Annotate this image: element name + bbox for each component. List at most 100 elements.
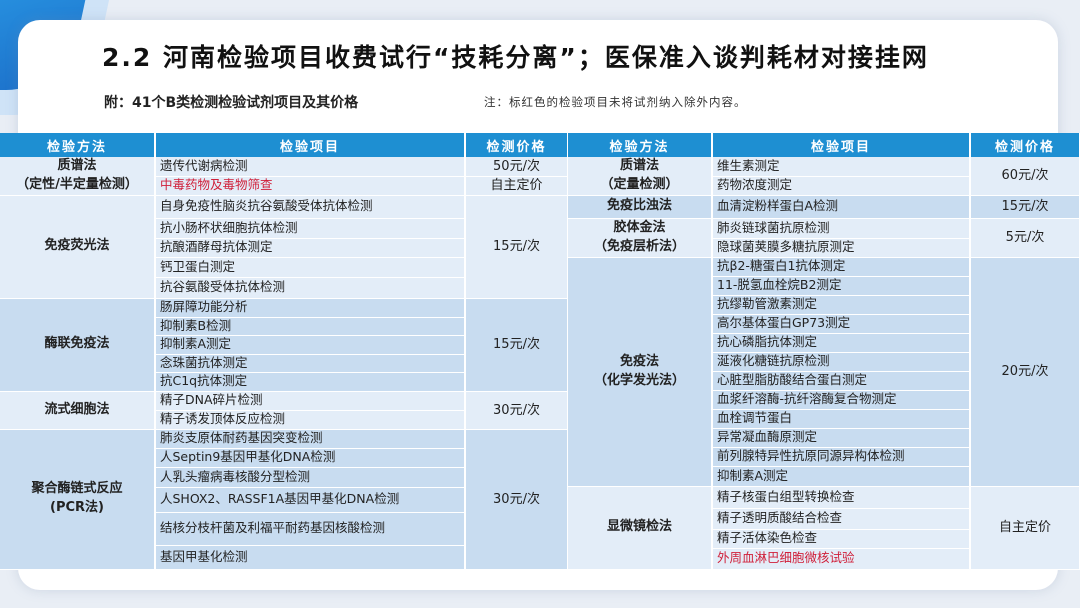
item-cell: 中毒药物及毒物筛查 <box>155 176 466 196</box>
table-row: 抗心磷脂抗体测定 <box>568 333 1080 353</box>
table-row: 抗谷氨酸受体抗体检测 <box>0 277 568 299</box>
subtitle: 附：41个B类检测检验试剂项目及其价格 <box>104 95 359 111</box>
item-cell: 药物浓度测定 <box>712 176 971 196</box>
item-cell: 人SHOX2、RASSF1A基因甲基化DNA检测 <box>155 487 466 513</box>
item-cell: 血清淀粉样蛋白A检测 <box>712 195 971 219</box>
table-row: 药物浓度测定 <box>568 176 1080 196</box>
price-cell: 5元/次 <box>970 218 1080 258</box>
table-row: 聚合酶链式反应 (PCR法) 肺炎支原体耐药基因突变检测 30元/次 <box>0 429 569 570</box>
price-cell: 30元/次 <box>465 429 569 570</box>
price-cell: 自主定价 <box>970 486 1080 570</box>
item-cell: 抑制素B检测 <box>155 317 466 336</box>
price-cell: 15元/次 <box>465 298 569 392</box>
table-row: 质谱法 （定量检测） 维生素测定 60元/次 <box>568 157 1080 196</box>
item-cell: 精子活体染色检查 <box>712 529 971 549</box>
table-row: 前列腺特异性抗原同源异构体检测 <box>568 447 1080 467</box>
item-cell: 遗传代谢病检测 <box>155 157 466 177</box>
table-row: 人SHOX2、RASSF1A基因甲基化DNA检测 <box>0 487 568 513</box>
item-cell: 抗缪勒管激素测定 <box>712 295 971 315</box>
item-cell: 结核分枝杆菌及利福平耐药基因核酸检测 <box>155 512 466 546</box>
header-method: 检验方法 <box>568 133 713 157</box>
table-row: 基因甲基化检测 <box>0 545 568 570</box>
price-cell: 30元/次 <box>465 391 569 430</box>
table-row: 涎液化糖链抗原检测 <box>568 352 1080 372</box>
item-cell: 自身免疫性脑炎抗谷氨酸受体抗体检测 <box>155 195 466 219</box>
method-cell: 免疫法 （化学发光法） <box>568 257 713 487</box>
table-row: 人乳头瘤病毒核酸分型检测 <box>0 467 568 488</box>
item-cell: 人Septin9基因甲基化DNA检测 <box>155 448 466 468</box>
table-row: 抗C1q抗体测定 <box>0 372 568 392</box>
item-cell: 抗β2-糖蛋白1抗体测定 <box>712 257 971 277</box>
item-cell: 肺炎链球菌抗原检测 <box>712 218 971 239</box>
item-cell: 精子核蛋白组型转换检查 <box>712 486 971 509</box>
table-row: 抑制素B检测 <box>0 317 568 336</box>
method-cell: 流式细胞法 <box>0 391 156 430</box>
item-cell: 基因甲基化检测 <box>155 545 466 570</box>
item-cell: 11-脱氢血栓烷B2测定 <box>712 276 971 296</box>
method-cell: 显微镜检法 <box>568 486 713 570</box>
table-row: 精子诱发顶体反应检测 <box>0 410 568 430</box>
price-table-right: 检验方法 检验项目 检测价格 质谱法 （定量检测） 维生素测定 60元/次 药物浓度测定… <box>568 133 1080 570</box>
method-cell: 聚合酶链式反应 (PCR法) <box>0 429 156 570</box>
table-row: 11-脱氢血栓烷B2测定 <box>568 276 1080 296</box>
table-row: 人Septin9基因甲基化DNA检测 <box>0 448 568 468</box>
table-row: 抑制素A测定 <box>0 335 568 355</box>
table-row: 免疫比浊法 血清淀粉样蛋白A检测 15元/次 <box>568 195 1080 219</box>
item-cell: 抑制素A测定 <box>712 466 971 487</box>
note: 注：标红色的检验项目未将试剂纳入除外内容。 <box>484 95 747 109</box>
item-cell: 抗心磷脂抗体测定 <box>712 333 971 353</box>
table-row: 结核分枝杆菌及利福平耐药基因核酸检测 <box>0 512 568 546</box>
header-item: 检验项目 <box>712 133 971 157</box>
item-cell: 抗酿酒酵母抗体测定 <box>155 238 466 258</box>
table-row: 中毒药物及毒物筛查 自主定价 <box>0 176 569 196</box>
item-cell: 隐球菌荚膜多糖抗原测定 <box>712 238 971 258</box>
price-cell: 50元/次 <box>465 157 569 177</box>
item-cell: 外周血淋巴细胞微核试验 <box>712 548 971 570</box>
table-row: 心脏型脂肪酸结合蛋白测定 <box>568 371 1080 391</box>
price-cell: 60元/次 <box>970 157 1080 196</box>
table-row: 抗小肠杯状细胞抗体检测 <box>0 218 568 239</box>
table-row: 血栓调节蛋白 <box>568 409 1080 429</box>
item-cell: 抗C1q抗体测定 <box>155 372 466 392</box>
table-row: 酶联免疫法 肠屏障功能分析 15元/次 <box>0 298 569 392</box>
price-cell: 15元/次 <box>970 195 1080 219</box>
table-row: 血浆纤溶酶-抗纤溶酶复合物测定 <box>568 390 1080 410</box>
table-row: 高尔基体蛋白GP73测定 <box>568 314 1080 334</box>
method-cell: 胶体金法 （免疫层析法） <box>568 218 713 258</box>
table-row: 抑制素A测定 <box>568 466 1080 487</box>
item-cell: 抑制素A测定 <box>155 335 466 355</box>
item-cell: 钙卫蛋白测定 <box>155 257 466 278</box>
page-title: 2.2 河南检验项目收费试行“技耗分离”；医保准入谈判耗材对接挂网 <box>102 43 929 72</box>
method-cell: 质谱法 （定量检测） <box>568 157 713 196</box>
table-row: 念珠菌抗体测定 <box>0 354 568 373</box>
table-row: 外周血淋巴细胞微核试验 <box>568 548 1080 570</box>
price-table-left: 检验方法 检验项目 检测价格 质谱法 （定性/半定量检测） 遗传代谢病检测 50元/次… <box>0 133 569 570</box>
item-cell: 血浆纤溶酶-抗纤溶酶复合物测定 <box>712 390 971 410</box>
header-price: 检测价格 <box>970 133 1080 157</box>
table-row: 精子活体染色检查 <box>568 529 1080 549</box>
method-cell: 质谱法 （定性/半定量检测） <box>0 157 156 196</box>
item-cell: 精子诱发顶体反应检测 <box>155 410 466 430</box>
price-cell: 20元/次 <box>970 257 1080 487</box>
table-row: 抗酿酒酵母抗体测定 <box>0 238 568 258</box>
item-cell: 抗谷氨酸受体抗体检测 <box>155 277 466 299</box>
table-row: 抗缪勒管激素测定 <box>568 295 1080 315</box>
item-cell: 异常凝血酶原测定 <box>712 428 971 448</box>
item-cell: 维生素测定 <box>712 157 971 177</box>
item-cell: 精子透明质酸结合检查 <box>712 508 971 530</box>
item-cell: 心脏型脂肪酸结合蛋白测定 <box>712 371 971 391</box>
table-row: 免疫荧光法 自身免疫性脑炎抗谷氨酸受体抗体检测 15元/次 <box>0 195 569 299</box>
header-item: 检验项目 <box>155 133 466 157</box>
item-cell: 精子DNA碎片检测 <box>155 391 466 411</box>
method-cell: 免疫比浊法 <box>568 195 713 219</box>
item-cell: 肠屏障功能分析 <box>155 298 466 318</box>
header-price: 检测价格 <box>465 133 569 157</box>
table-row: 胶体金法 （免疫层析法） 肺炎链球菌抗原检测 5元/次 <box>568 218 1080 258</box>
item-cell: 血栓调节蛋白 <box>712 409 971 429</box>
item-cell: 抗小肠杯状细胞抗体检测 <box>155 218 466 239</box>
table-row: 精子透明质酸结合检查 <box>568 508 1080 530</box>
table-row: 流式细胞法 精子DNA碎片检测 30元/次 <box>0 391 569 430</box>
price-cell: 15元/次 <box>465 195 569 299</box>
price-cell: 自主定价 <box>465 176 569 196</box>
method-cell: 酶联免疫法 <box>0 298 156 392</box>
